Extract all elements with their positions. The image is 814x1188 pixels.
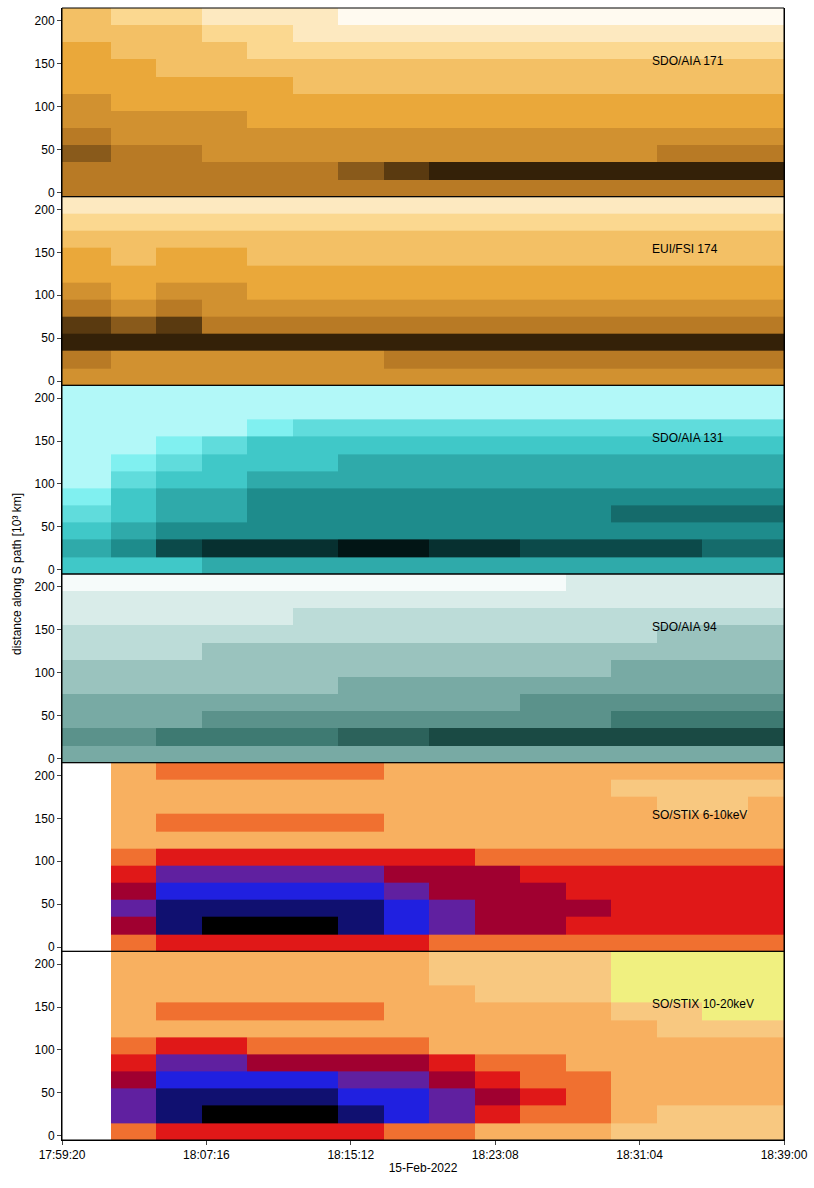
svg-text:0: 0 xyxy=(48,940,55,954)
svg-text:EUI/FSI 174: EUI/FSI 174 xyxy=(652,242,718,256)
svg-text:18:15:12: 18:15:12 xyxy=(327,1148,374,1162)
svg-text:SO/STIX 6-10keV: SO/STIX 6-10keV xyxy=(652,808,747,822)
svg-text:50: 50 xyxy=(41,143,55,157)
svg-text:50: 50 xyxy=(41,1086,55,1100)
svg-text:100: 100 xyxy=(35,666,55,680)
svg-text:50: 50 xyxy=(41,331,55,345)
svg-text:0: 0 xyxy=(48,563,55,577)
svg-text:100: 100 xyxy=(35,100,55,114)
svg-text:18:07:16: 18:07:16 xyxy=(183,1148,230,1162)
svg-text:150: 150 xyxy=(35,246,55,260)
svg-text:150: 150 xyxy=(35,812,55,826)
svg-text:SDO/AIA 94: SDO/AIA 94 xyxy=(652,620,717,634)
svg-text:15-Feb-2022: 15-Feb-2022 xyxy=(389,1161,458,1175)
svg-text:100: 100 xyxy=(35,477,55,491)
svg-text:18:31:04: 18:31:04 xyxy=(616,1148,663,1162)
svg-text:SDO/AIA 171: SDO/AIA 171 xyxy=(652,54,724,68)
svg-text:200: 200 xyxy=(35,957,55,971)
svg-text:200: 200 xyxy=(35,391,55,405)
svg-text:50: 50 xyxy=(41,897,55,911)
svg-text:18:23:08: 18:23:08 xyxy=(472,1148,519,1162)
svg-text:200: 200 xyxy=(35,769,55,783)
svg-text:0: 0 xyxy=(48,1129,55,1143)
svg-text:150: 150 xyxy=(35,434,55,448)
svg-text:0: 0 xyxy=(48,752,55,766)
svg-text:100: 100 xyxy=(35,854,55,868)
svg-text:150: 150 xyxy=(35,57,55,71)
svg-text:100: 100 xyxy=(35,288,55,302)
svg-text:17:59:20: 17:59:20 xyxy=(39,1148,86,1162)
svg-text:SO/STIX 10-20keV: SO/STIX 10-20keV xyxy=(652,997,754,1011)
svg-text:200: 200 xyxy=(35,580,55,594)
svg-text:50: 50 xyxy=(41,520,55,534)
svg-text:50: 50 xyxy=(41,709,55,723)
svg-text:150: 150 xyxy=(35,1000,55,1014)
svg-text:150: 150 xyxy=(35,623,55,637)
svg-text:SDO/AIA 131: SDO/AIA 131 xyxy=(652,431,724,445)
svg-text:distance along S path [10³ km]: distance along S path [10³ km] xyxy=(10,493,24,655)
svg-text:0: 0 xyxy=(48,374,55,388)
svg-text:100: 100 xyxy=(35,1043,55,1057)
svg-text:18:39:00: 18:39:00 xyxy=(761,1148,808,1162)
svg-text:0: 0 xyxy=(48,186,55,200)
svg-text:200: 200 xyxy=(35,14,55,28)
svg-text:200: 200 xyxy=(35,203,55,217)
